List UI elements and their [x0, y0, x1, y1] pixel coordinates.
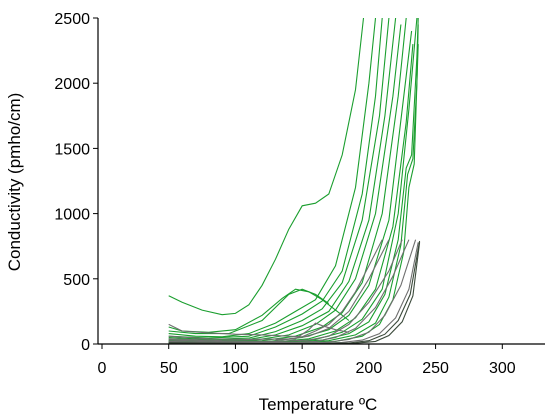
- y-tick-label: 500: [63, 272, 90, 289]
- series-line-1: [168, 17, 365, 316]
- series-line-2: [168, 17, 377, 338]
- x-ticks: 0 50 100 150 200 250 300: [98, 344, 516, 377]
- series-line-3: [168, 17, 383, 339]
- x-tick-label: 200: [356, 360, 383, 377]
- x-tick-label: 250: [422, 360, 449, 377]
- series-line-24: [275, 322, 350, 341]
- y-tick-label: 2500: [54, 11, 90, 28]
- x-tick-label: 0: [98, 360, 107, 377]
- series-line-6: [168, 24, 402, 342]
- series-line-10: [168, 17, 418, 344]
- x-tick-label: 50: [160, 360, 178, 377]
- series-line-18: [168, 239, 403, 342]
- series-line-8: [168, 30, 413, 343]
- series-line-15: [168, 288, 330, 335]
- axes: [97, 18, 545, 345]
- y-axis-title: Conductivity (pmho/cm): [5, 93, 24, 272]
- series-line-12: [168, 24, 419, 344]
- y-tick-label: 0: [81, 337, 90, 354]
- y-tick-label: 1500: [54, 141, 90, 158]
- x-tick-label: 100: [222, 360, 249, 377]
- y-ticks: 0 500 1000 1500 2000 2500: [54, 11, 98, 354]
- series-line-5: [168, 17, 397, 341]
- y-tick-label: 2000: [54, 76, 90, 93]
- series-line-19: [168, 239, 410, 343]
- plot-lines: [168, 17, 421, 345]
- x-tick-label: 150: [289, 360, 316, 377]
- series-line-17: [168, 239, 390, 340]
- x-axis-title: Temperature ºC: [259, 395, 378, 414]
- y-tick-label: 1000: [54, 207, 90, 224]
- x-tick-label: 300: [489, 360, 516, 377]
